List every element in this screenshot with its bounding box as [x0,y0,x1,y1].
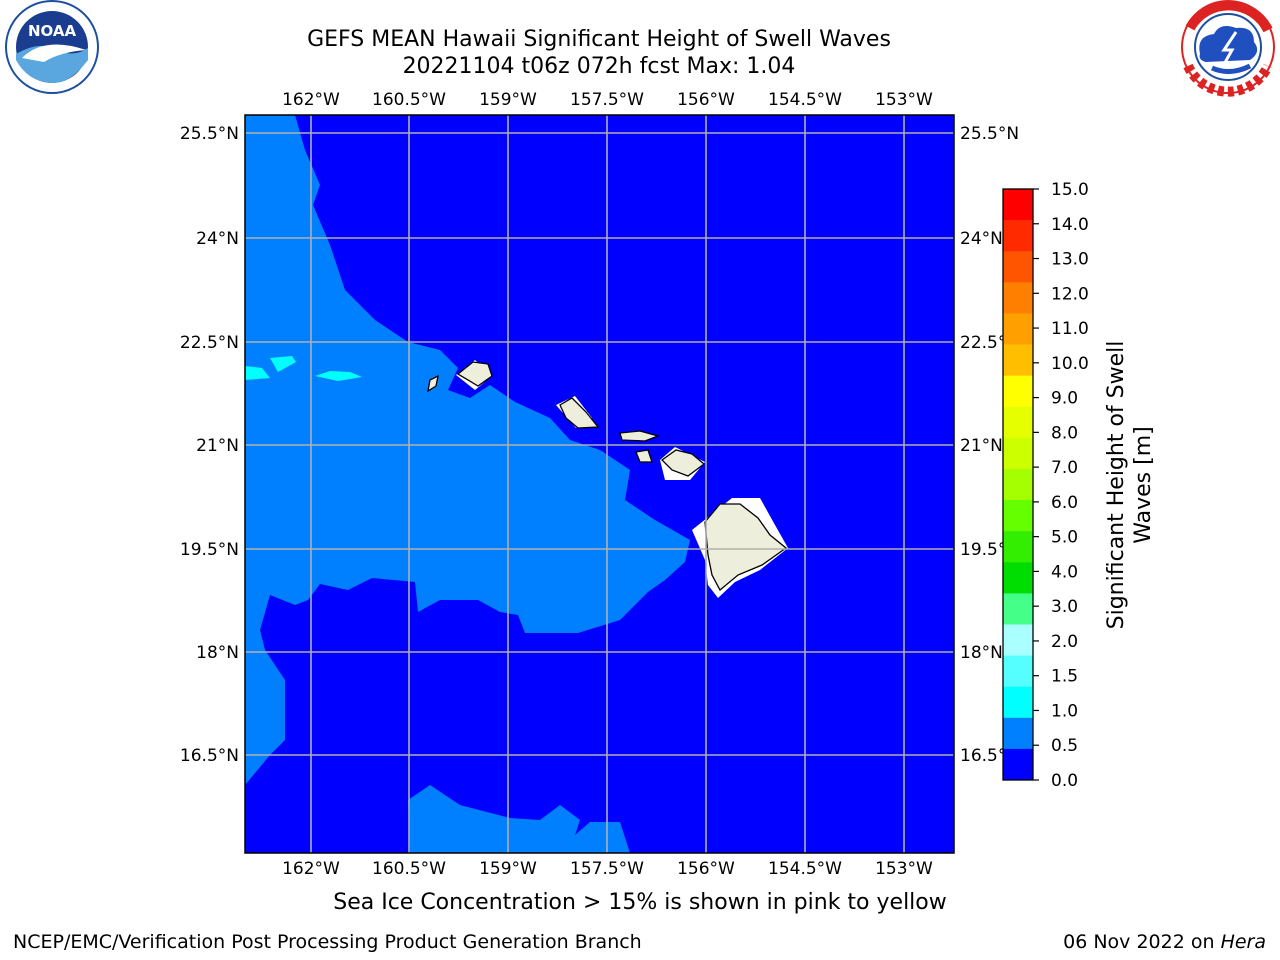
lon-tick-top: 153°W [875,90,933,110]
map-frame [244,114,955,854]
lon-tick-bottom: 162°W [282,859,340,879]
lon-tick-bottom: 159°W [479,859,537,879]
lat-tick-right: 21°N [960,436,1003,456]
colorbar-tick-label: 0.5 [1051,736,1078,756]
lon-tick-top: 154.5°W [768,90,842,110]
lat-tick-right: 25.5°N [960,124,1019,144]
colorbar-swatch [1003,593,1033,625]
lat-tick-right: 24°N [960,229,1003,249]
island-lanai [635,449,653,463]
colorbar-frame [1002,188,1034,781]
colorbar-swatch [1003,562,1033,594]
field-band-1.0-1.5-b [270,356,296,372]
island-kauai [456,361,493,387]
colorbar-swatch [1003,686,1033,719]
island-maui [660,449,706,477]
lat-tick-left: 18°N [196,643,239,663]
host-name: Hera [1220,931,1266,953]
colorbar-swatch [1003,748,1033,781]
date-host: 06 Nov 2022 on Hera [1063,931,1266,953]
lon-ticks-top: 162°W 160.5°W 159°W 157.5°W 156°W 154.5°… [282,90,933,110]
lat-ticks-right: 25.5°N 24°N 22.5°N 21°N 19.5°N 18°N 16.5… [960,124,1019,766]
colorbar-swatch [1003,624,1033,657]
field-band-1.0-1.5-c [315,371,362,381]
graticule [245,115,954,853]
colorbar-tick-label: 4.0 [1051,562,1078,582]
colorbar-tick-label: 5.0 [1051,528,1078,548]
colorbar-tick-label: 7.0 [1051,458,1078,478]
colorbar-swatch [1003,655,1033,688]
colorbar-swatch [1003,500,1033,532]
lon-tick-top: 162°W [282,90,340,110]
lon-tick-bottom: 154.5°W [768,859,842,879]
colorbar-swatch [1003,406,1033,439]
lon-tick-top: 159°W [479,90,537,110]
run-date: 06 Nov 2022 on [1063,931,1215,953]
lon-tick-top: 156°W [677,90,735,110]
colorbar-swatch [1003,313,1033,346]
colorbar-tick-label: 2.0 [1051,632,1078,652]
lon-tick-bottom: 156°W [677,859,735,879]
lon-ticks-bottom: 162°W 160.5°W 159°W 157.5°W 156°W 154.5°… [282,859,933,879]
sea-ice-note: Sea Ice Concentration > 15% is shown in … [333,890,947,915]
noaa-logo: NOAA [5,0,99,94]
colorbar-swatch [1003,375,1033,408]
colorbar-label-line2: Waves [m] [1131,426,1156,543]
lat-tick-left: 16.5°N [180,746,239,766]
field-band-1.0-1.5-a [245,366,270,380]
colorbar-tick-label: 1.0 [1051,701,1078,721]
island-hawaii [704,503,788,592]
noaa-logo-text: NOAA [28,22,77,40]
colorbar-swatch [1003,437,1033,470]
colorbar-swatch [1003,220,1033,252]
colorbar-tick-label: 10.0 [1051,354,1089,374]
island-niihau [427,374,439,393]
colorbar-swatch [1003,282,1033,314]
lat-tick-left: 22.5°N [180,333,239,353]
colorbar-tick-label: 1.5 [1051,667,1078,687]
lat-tick-right: 18°N [960,643,1003,663]
lon-tick-top: 157.5°W [570,90,644,110]
field-band-0.5-1.0-south [408,785,630,853]
colorbar-tick-label: 14.0 [1051,215,1089,235]
colorbar-tick-label: 6.0 [1051,493,1078,513]
colorbar-tick-label: 3.0 [1051,597,1078,617]
colorbar-tick-label: 9.0 [1051,389,1078,409]
colorbar-tick-label: 15.0 [1051,180,1089,200]
lat-tick-left: 24°N [196,229,239,249]
colorbar-tick-label: 8.0 [1051,423,1078,443]
lat-tick-left: 19.5°N [180,540,239,560]
island-oahu [559,397,600,429]
map-subtitle: 20221104 t06z 072h fcst Max: 1.04 [402,54,796,79]
lat-ticks-left: 25.5°N 24°N 22.5°N 21°N 19.5°N 18°N 16.5… [180,124,239,766]
lat-tick-left: 21°N [196,436,239,456]
lon-tick-top: 160.5°W [372,90,446,110]
colorbar-tick-label: 13.0 [1051,250,1089,270]
colorbar-swatch [1003,344,1033,377]
map-title: GEFS MEAN Hawaii Significant Height of S… [307,27,891,52]
lon-tick-bottom: 153°W [875,859,933,879]
nws-logo [1181,0,1275,97]
colorbar-tick-label: 0.0 [1051,771,1078,791]
island-molokai [619,430,661,442]
colorbar-swatch [1003,189,1033,221]
field-band-0.5-1.0-north [245,115,690,785]
credit-text: NCEP/EMC/Verification Post Processing Pr… [13,931,642,953]
colorbar-swatch [1003,717,1033,750]
colorbar-label-line1: Significant Height of Swell [1104,341,1129,630]
colorbar-swatch [1003,251,1033,283]
swell-height-field [245,115,954,853]
colorbar: 15.0 14.0 13.0 12.0 11.0 10.0 9.0 8.0 7.0 6.0 5.0 4… [1002,180,1089,791]
lon-tick-bottom: 160.5°W [372,859,446,879]
colorbar-swatch [1003,468,1033,501]
colorbar-tick-label: 11.0 [1051,319,1089,339]
lon-tick-bottom: 157.5°W [570,859,644,879]
colorbar-swatch [1003,531,1033,563]
lat-tick-left: 25.5°N [180,124,239,144]
colorbar-tick-label: 12.0 [1051,284,1089,304]
